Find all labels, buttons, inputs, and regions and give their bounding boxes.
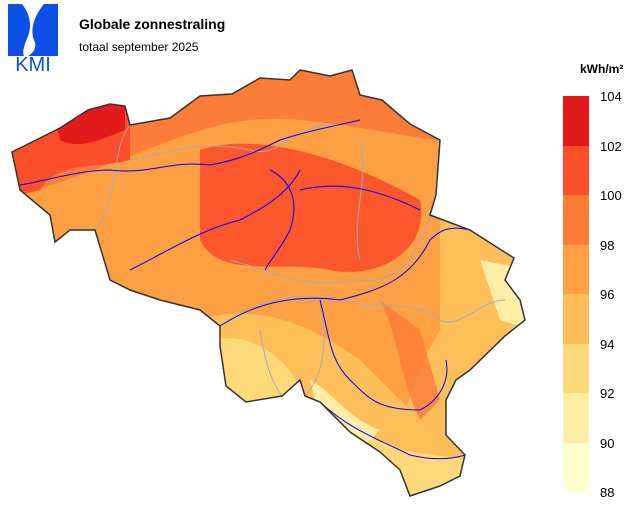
legend-tick-label: 104 (600, 89, 622, 104)
legend-tick-label: 96 (600, 287, 615, 302)
legend-swatch (563, 195, 589, 245)
legend-swatch (563, 343, 589, 393)
belgium-radiation-map (11, 69, 526, 497)
legend-tick-label: 100 (600, 188, 622, 203)
legend-swatch (563, 244, 589, 294)
province-borders (94, 124, 506, 397)
legend-unit: kWh/m² (580, 62, 624, 76)
legend-swatch (563, 96, 589, 146)
legend-tick-label: 98 (600, 237, 615, 253)
radiation-field (12, 70, 525, 496)
svg-text:KMI: KMI (15, 54, 51, 72)
legend-swatch (563, 145, 589, 195)
map-title: Globale zonnestraling (79, 16, 226, 32)
legend-swatch (563, 294, 589, 344)
kmi-logo: KMI (8, 4, 58, 72)
map-subtitle: totaal september 2025 (79, 40, 199, 54)
legend-tick-label: 88 (600, 485, 615, 500)
legend-tick-label: 92 (600, 386, 615, 401)
legend-swatch (563, 393, 589, 443)
legend-tick-label: 94 (600, 336, 615, 352)
legend-tick-label: 102 (600, 138, 622, 154)
rivers (19, 119, 471, 460)
legend-swatch (563, 442, 589, 492)
legend-tick-label: 90 (600, 435, 615, 451)
